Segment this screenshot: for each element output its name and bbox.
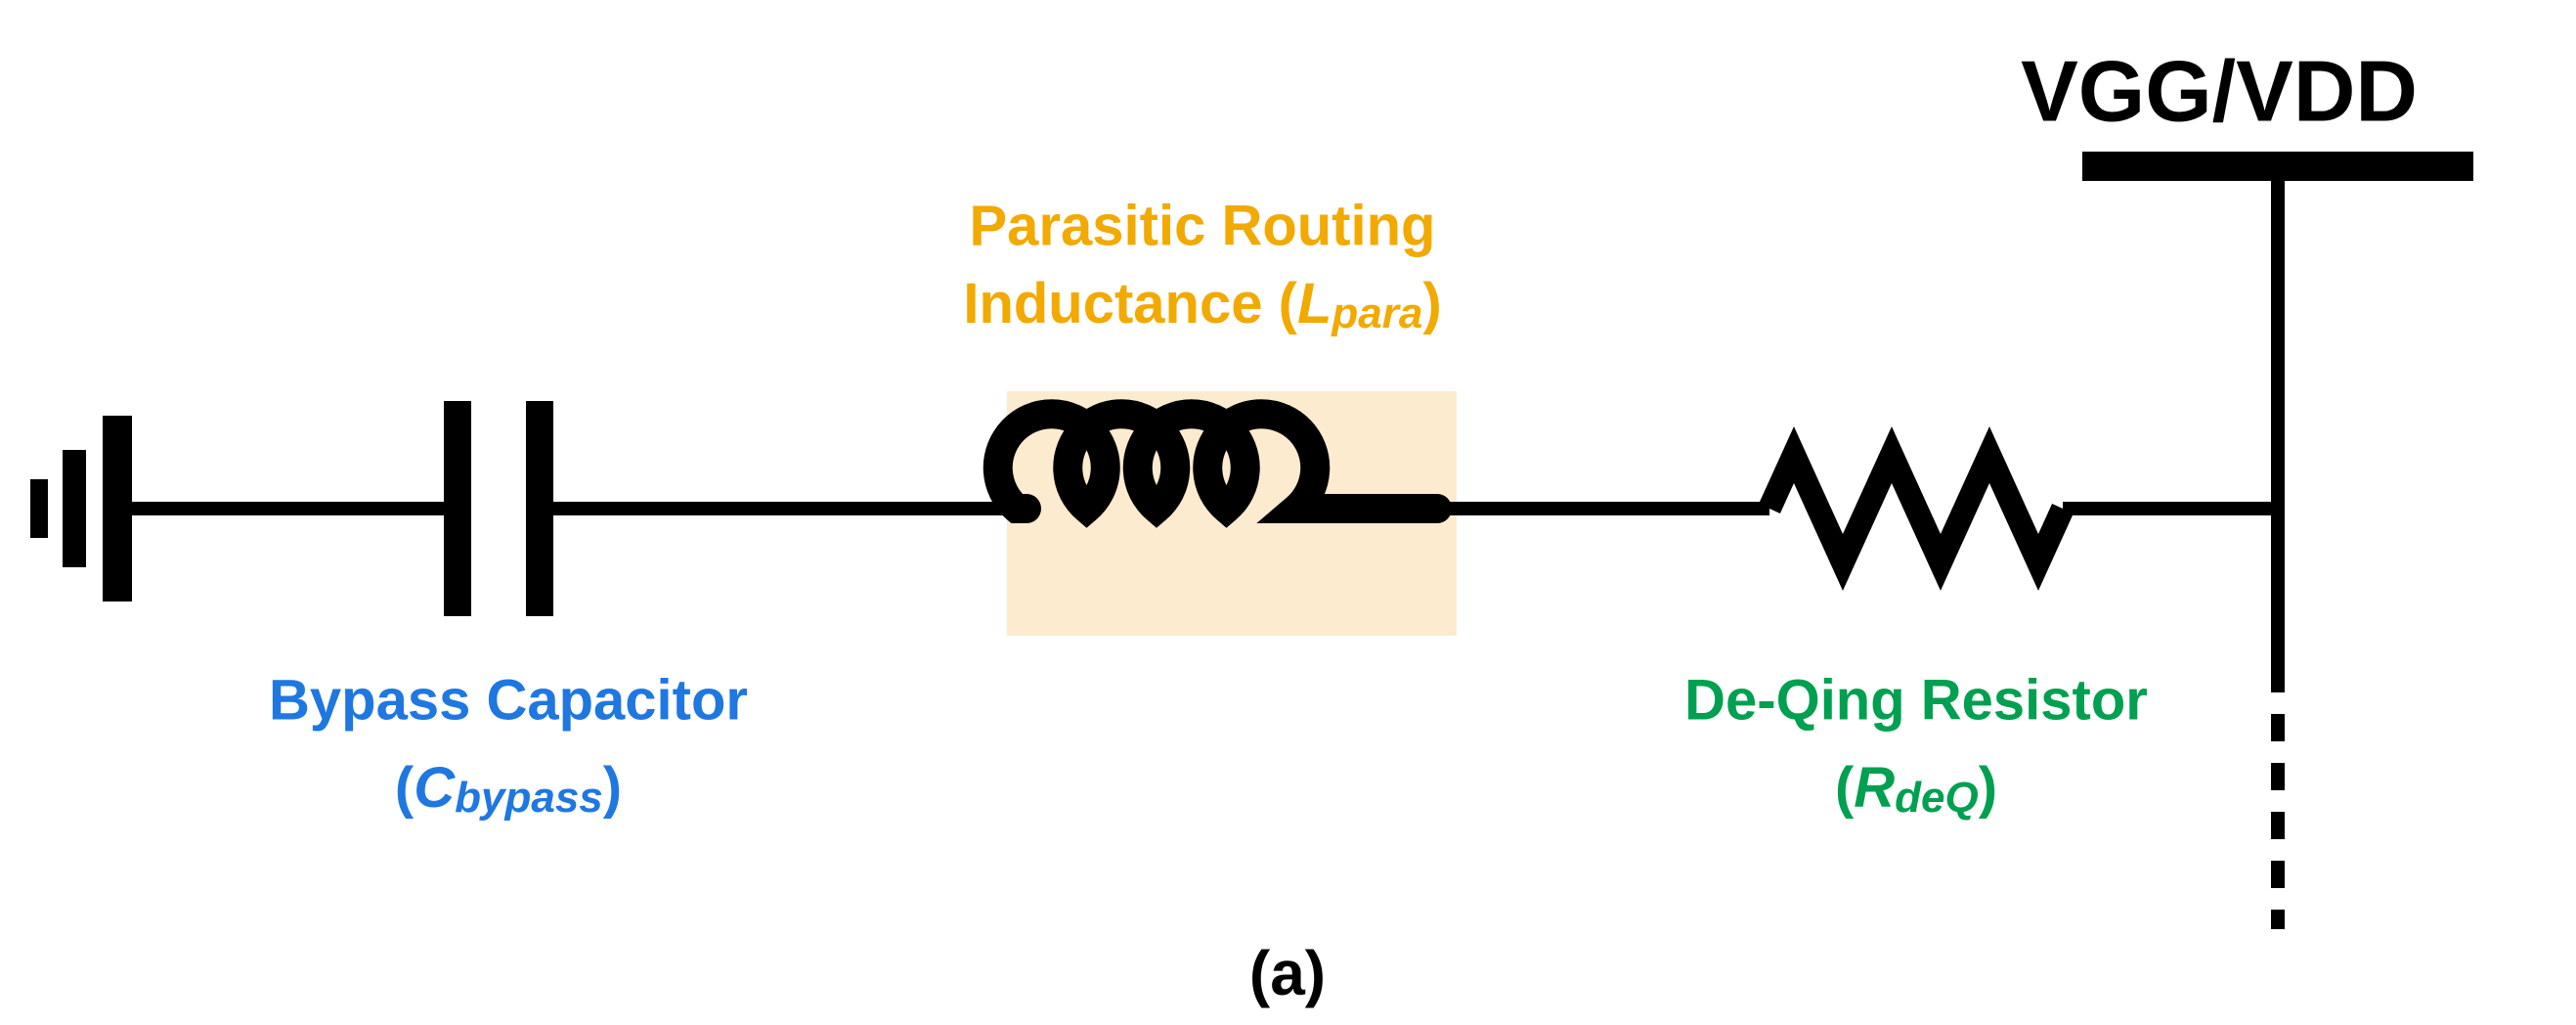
capacitor-plate-right (526, 401, 553, 616)
supply-label: VGG/VDD (2021, 42, 2418, 139)
ground-bar (30, 479, 48, 538)
inductor-label: Parasitic Routing Inductance (Lpara) (963, 194, 1441, 337)
svg-text:Parasitic Routing: Parasitic Routing (970, 194, 1436, 257)
resistor-zigzag (1769, 455, 2063, 562)
supply-rail (2082, 152, 2473, 181)
figure-letter: (a) (1249, 938, 1326, 1008)
svg-text:Inductance (Lpara): Inductance (Lpara) (963, 272, 1441, 337)
resistor-label: De-Qing Resistor (RdeQ) (1684, 668, 2148, 822)
ground-bar (63, 450, 86, 567)
svg-text:(Cbypass): (Cbypass) (395, 756, 622, 822)
capacitor-plate-left (444, 401, 471, 616)
svg-text:(RdeQ): (RdeQ) (1835, 756, 1997, 822)
svg-text:Bypass Capacitor: Bypass Capacitor (269, 668, 748, 732)
capacitor-label: Bypass Capacitor (Cbypass) (269, 668, 748, 822)
svg-text:De-Qing Resistor: De-Qing Resistor (1684, 668, 2148, 732)
